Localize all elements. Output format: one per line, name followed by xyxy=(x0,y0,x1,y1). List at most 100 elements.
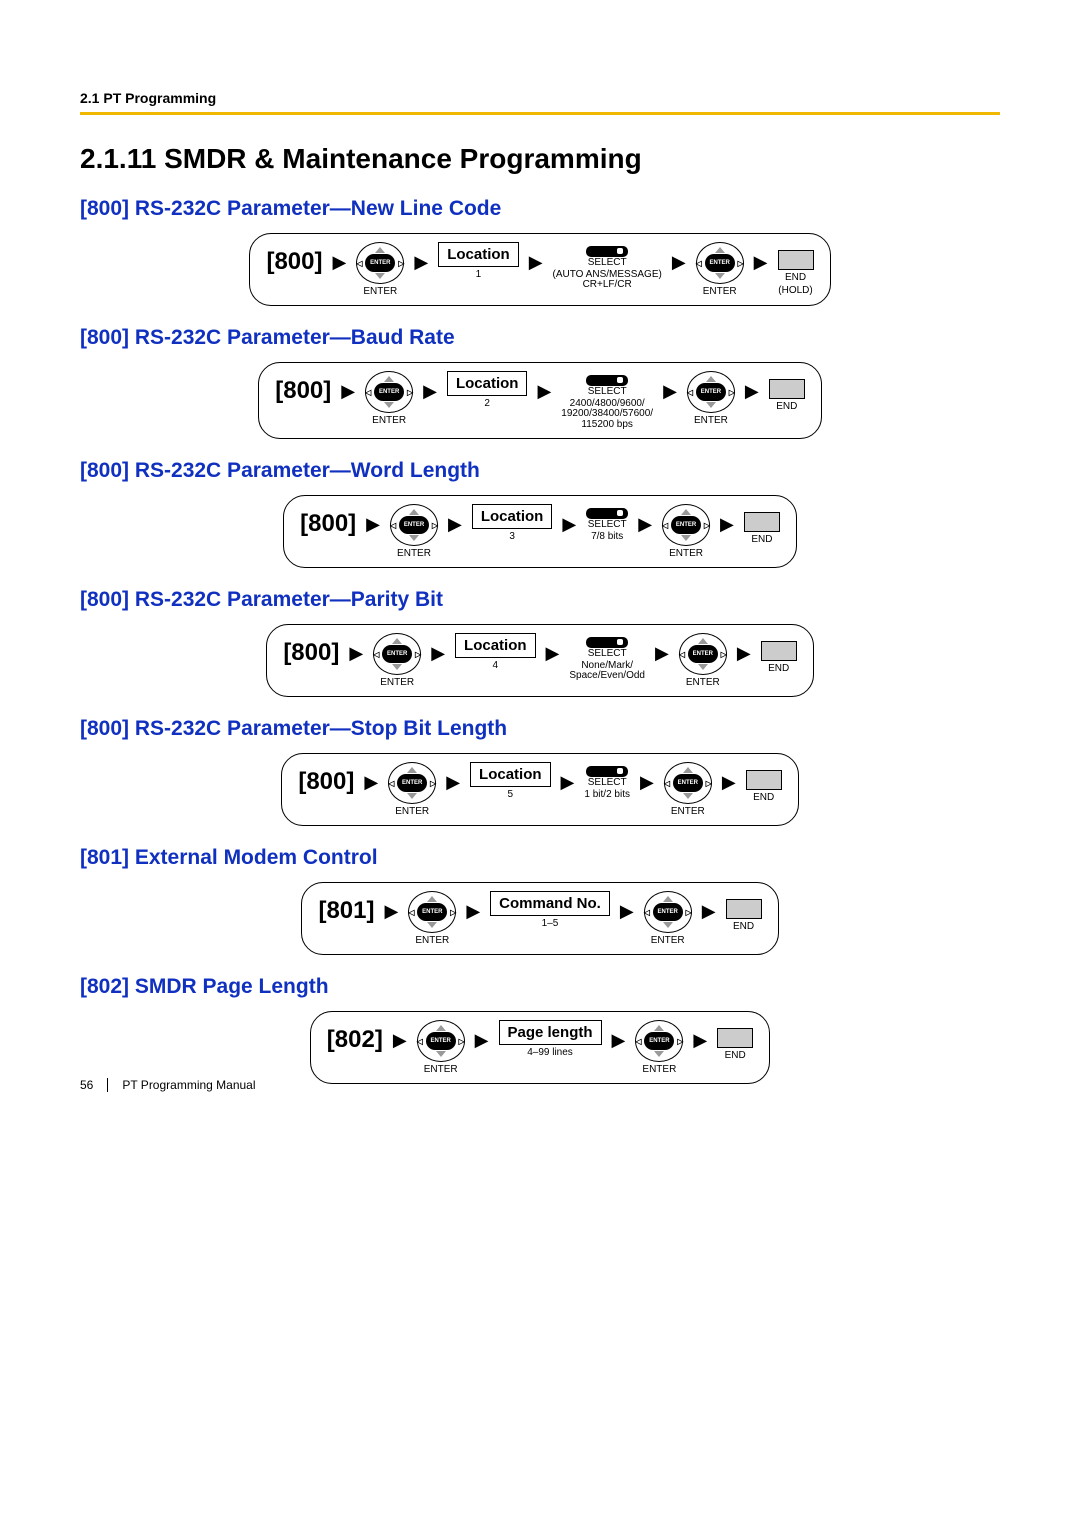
end-column: END xyxy=(717,1020,753,1061)
program-code: [800] xyxy=(275,371,331,411)
arrow-icon: ▶ xyxy=(466,891,480,931)
arrow-icon: ▶ xyxy=(640,762,654,802)
flow-diagram: [800]▶ENTERENTER▶Location2▶SELECT2400/48… xyxy=(258,362,822,439)
arrow-icon: ▶ xyxy=(364,762,378,802)
program-code: [800] xyxy=(266,242,322,282)
end-button-icon xyxy=(778,250,814,270)
arrow-icon: ▶ xyxy=(562,504,576,544)
location-column: Location2 xyxy=(447,371,528,409)
enter-nav: ENTERENTER xyxy=(365,371,413,426)
section-title: [800] RS-232C Parameter—Baud Rate xyxy=(80,326,1000,350)
location-box: Location xyxy=(470,762,551,787)
enter-nav: ENTERENTER xyxy=(679,633,727,688)
program-code: [800] xyxy=(300,504,356,544)
enter-nav: ENTERENTER xyxy=(388,762,436,817)
flow-diagram: [800]▶ENTERENTER▶Location5▶SELECT1 bit/2… xyxy=(281,753,798,826)
flow-diagram: [800]▶ENTERENTER▶Location4▶SELECTNone/Ma… xyxy=(266,624,813,697)
location-column: Location3 xyxy=(472,504,553,542)
enter-nav: ENTERENTER xyxy=(664,762,712,817)
location-box: Page length xyxy=(499,1020,602,1045)
footer-divider xyxy=(107,1078,108,1092)
arrow-icon: ▶ xyxy=(446,762,460,802)
arrow-icon: ▶ xyxy=(537,371,551,411)
select-column: SELECT(AUTO ANS/MESSAGE) CR+LF/CR xyxy=(553,242,662,291)
enter-nav: ENTERENTER xyxy=(635,1020,683,1075)
enter-nav: ENTERENTER xyxy=(373,633,421,688)
arrow-icon: ▶ xyxy=(672,242,686,282)
arrow-icon: ▶ xyxy=(702,891,716,931)
enter-nav: ENTERENTER xyxy=(644,891,692,946)
end-button-icon xyxy=(746,770,782,790)
arrow-icon: ▶ xyxy=(663,371,677,411)
select-button-icon xyxy=(586,637,628,648)
page-footer: 56 PT Programming Manual xyxy=(80,1078,256,1092)
arrow-icon: ▶ xyxy=(349,633,363,673)
enter-nav: ENTERENTER xyxy=(408,891,456,946)
location-column: Location1 xyxy=(438,242,519,280)
enter-nav: ENTERENTER xyxy=(417,1020,465,1075)
end-button-icon xyxy=(744,512,780,532)
arrow-icon: ▶ xyxy=(333,242,347,282)
arrow-icon: ▶ xyxy=(448,504,462,544)
arrow-icon: ▶ xyxy=(720,504,734,544)
select-button-icon xyxy=(586,766,628,777)
location-column: Command No.1–5 xyxy=(490,891,610,929)
section-title: [802] SMDR Page Length xyxy=(80,975,1000,999)
arrow-icon: ▶ xyxy=(384,891,398,931)
select-column: SELECT1 bit/2 bits xyxy=(584,762,630,800)
select-column: SELECT2400/4800/9600/ 19200/38400/57600/… xyxy=(561,371,653,430)
arrow-icon: ▶ xyxy=(423,371,437,411)
header-section: 2.1 PT Programming xyxy=(80,90,1000,106)
enter-nav: ENTERENTER xyxy=(390,504,438,559)
enter-nav: ENTERENTER xyxy=(687,371,735,426)
section-title: [800] RS-232C Parameter—Stop Bit Length xyxy=(80,717,1000,741)
select-button-icon xyxy=(586,375,628,386)
arrow-icon: ▶ xyxy=(414,242,428,282)
location-column: Page length4–99 lines xyxy=(499,1020,602,1058)
location-box: Location xyxy=(472,504,553,529)
enter-nav: ENTERENTER xyxy=(662,504,710,559)
arrow-icon: ▶ xyxy=(475,1020,489,1060)
program-code: [800] xyxy=(283,633,339,673)
arrow-icon: ▶ xyxy=(655,633,669,673)
arrow-icon: ▶ xyxy=(546,633,560,673)
end-column: END xyxy=(769,371,805,412)
select-column: SELECTNone/Mark/ Space/Even/Odd xyxy=(569,633,645,682)
end-button-icon xyxy=(769,379,805,399)
section-title: [800] RS-232C Parameter—Parity Bit xyxy=(80,588,1000,612)
arrow-icon: ▶ xyxy=(693,1020,707,1060)
enter-nav: ENTERENTER xyxy=(356,242,404,297)
arrow-icon: ▶ xyxy=(722,762,736,802)
location-box: Command No. xyxy=(490,891,610,916)
flow-diagram: [801]▶ENTERENTER▶Command No.1–5▶ENTERENT… xyxy=(301,882,778,955)
arrow-icon: ▶ xyxy=(620,891,634,931)
end-column: END xyxy=(761,633,797,674)
section-title: [801] External Modem Control xyxy=(80,846,1000,870)
manual-name: PT Programming Manual xyxy=(122,1078,255,1092)
end-column: END xyxy=(744,504,780,545)
section-title: [800] RS-232C Parameter—Word Length xyxy=(80,459,1000,483)
arrow-icon: ▶ xyxy=(737,633,751,673)
location-box: Location xyxy=(438,242,519,267)
program-code: [800] xyxy=(298,762,354,802)
flow-diagram: [802]▶ENTERENTER▶Page length4–99 lines▶E… xyxy=(310,1011,770,1084)
enter-nav: ENTERENTER xyxy=(696,242,744,297)
location-box: Location xyxy=(455,633,536,658)
page-number: 56 xyxy=(80,1078,93,1092)
arrow-icon: ▶ xyxy=(612,1020,626,1060)
program-code: [802] xyxy=(327,1020,383,1060)
end-column: END xyxy=(726,891,762,932)
section-title: [800] RS-232C Parameter—New Line Code xyxy=(80,197,1000,221)
main-title: 2.1.11 SMDR & Maintenance Programming xyxy=(80,143,1000,175)
header-rule xyxy=(80,112,1000,115)
arrow-icon: ▶ xyxy=(745,371,759,411)
location-column: Location5 xyxy=(470,762,551,800)
arrow-icon: ▶ xyxy=(341,371,355,411)
end-button-icon xyxy=(717,1028,753,1048)
select-button-icon xyxy=(586,508,628,519)
select-column: SELECT7/8 bits xyxy=(586,504,628,542)
arrow-icon: ▶ xyxy=(561,762,575,802)
flow-diagram: [800]▶ENTERENTER▶Location1▶SELECT(AUTO A… xyxy=(249,233,830,306)
arrow-icon: ▶ xyxy=(393,1020,407,1060)
program-code: [801] xyxy=(318,891,374,931)
